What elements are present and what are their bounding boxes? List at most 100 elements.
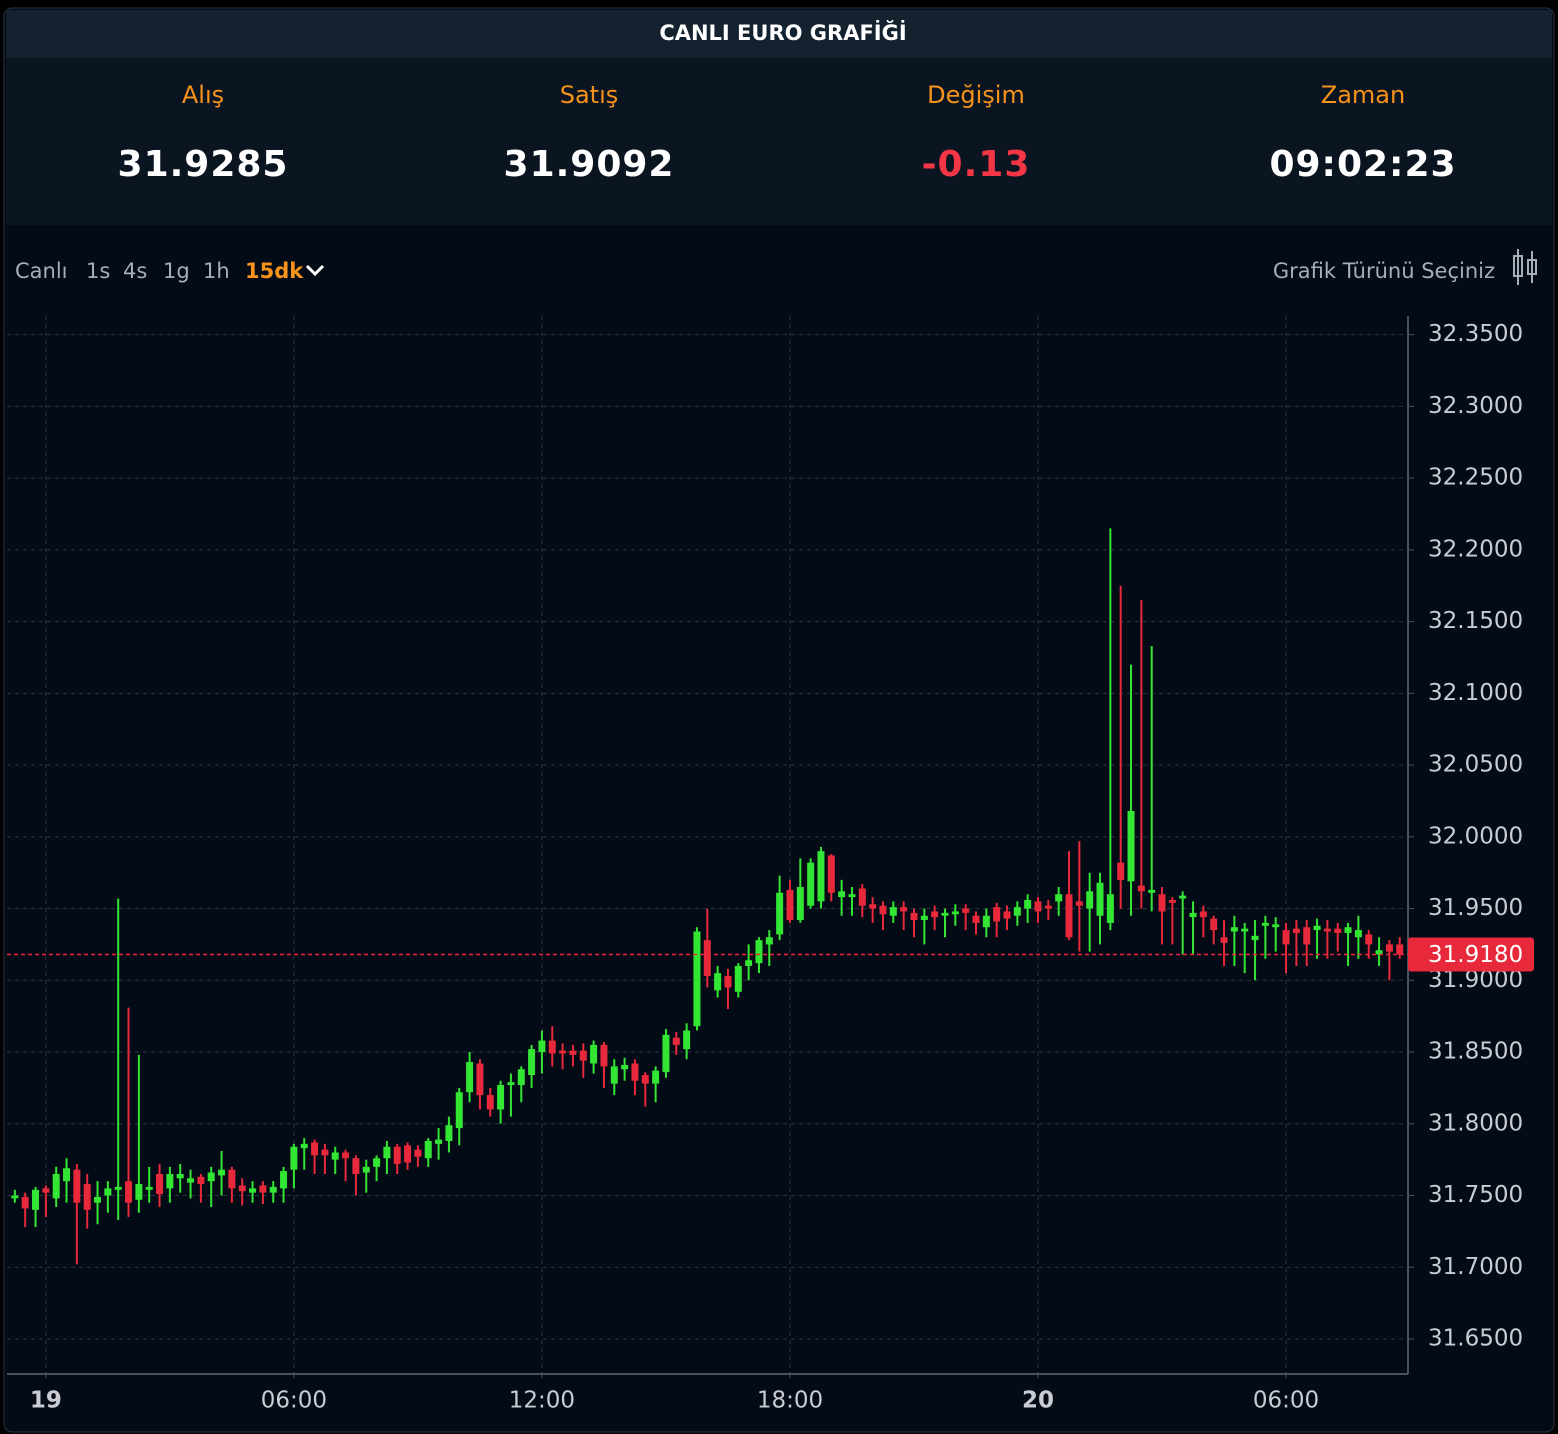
- interval-option[interactable]: 15dk: [245, 259, 304, 283]
- candle-body: [166, 1174, 174, 1189]
- candle-body: [104, 1188, 112, 1196]
- candle-body: [1292, 928, 1300, 933]
- candle-body: [1179, 895, 1187, 899]
- candle-body: [52, 1174, 60, 1199]
- candle-body: [187, 1178, 195, 1183]
- candle-body: [693, 931, 701, 1027]
- candle-body: [383, 1146, 391, 1159]
- candle-body: [1230, 927, 1238, 932]
- candle-body: [176, 1174, 184, 1179]
- x-tick-label: 06:00: [1253, 1388, 1319, 1414]
- candle-body: [962, 908, 970, 913]
- y-tick-label: 32.0000: [1428, 823, 1523, 849]
- candle-body: [1044, 905, 1052, 909]
- candle-body: [466, 1062, 474, 1093]
- candle-body: [662, 1034, 670, 1073]
- candle-body: [1055, 894, 1063, 902]
- candle-body: [796, 887, 804, 921]
- candle-body: [972, 915, 980, 923]
- interval-option[interactable]: 1h: [203, 259, 230, 283]
- candle-body: [1117, 862, 1125, 880]
- candle-body: [1303, 927, 1311, 945]
- quote-label: Zaman: [1321, 81, 1405, 109]
- candle-body: [114, 1186, 122, 1190]
- candle-body: [455, 1092, 463, 1129]
- candle-body: [280, 1171, 288, 1189]
- candle-body: [1344, 927, 1352, 933]
- candle-body: [993, 907, 1001, 922]
- candle-body: [424, 1141, 432, 1159]
- candle-body: [1127, 811, 1135, 882]
- candle-body: [538, 1040, 546, 1053]
- candle-body: [197, 1176, 205, 1185]
- candle-body: [931, 911, 939, 918]
- y-tick-label: 32.3500: [1428, 321, 1523, 347]
- candle-body: [331, 1152, 339, 1160]
- candle-body: [941, 912, 949, 916]
- candle-body: [879, 905, 887, 915]
- candle-body: [1210, 918, 1218, 931]
- interval-option[interactable]: 4s: [123, 259, 147, 283]
- candle-body: [724, 976, 732, 988]
- chart: 31.650031.700031.750031.800031.850031.90…: [7, 316, 1534, 1414]
- candle-body: [1323, 928, 1331, 932]
- candle-body: [703, 940, 711, 976]
- candle-body: [817, 851, 825, 902]
- candle-body: [610, 1066, 618, 1084]
- candle-body: [1075, 901, 1083, 906]
- title-bar: [6, 10, 1552, 58]
- candle-body: [393, 1146, 401, 1164]
- candle-body: [1189, 912, 1197, 918]
- interval-chevron[interactable]: [305, 264, 325, 277]
- y-tick-label: 32.2000: [1428, 536, 1523, 562]
- candle-body: [125, 1181, 133, 1203]
- x-tick-label: 19: [30, 1388, 62, 1414]
- candle-body: [1272, 924, 1280, 928]
- candle-body: [517, 1069, 525, 1086]
- quote-label: Satış: [560, 81, 619, 109]
- candle-body: [32, 1189, 40, 1210]
- candle-body: [342, 1152, 350, 1159]
- candle-body: [1282, 930, 1290, 945]
- candle-body: [683, 1030, 691, 1050]
- candle-body: [910, 912, 918, 921]
- candle-body: [145, 1186, 153, 1190]
- candle-body: [1096, 882, 1104, 916]
- candle-body: [982, 915, 990, 928]
- candle-body: [920, 915, 928, 921]
- candle-body: [951, 911, 959, 915]
- candle-body: [838, 891, 846, 898]
- y-tick-label: 31.9500: [1428, 895, 1523, 921]
- candle-body: [497, 1085, 505, 1110]
- candle-body: [11, 1195, 19, 1199]
- candle-body: [1261, 922, 1269, 926]
- candle-body: [63, 1168, 71, 1182]
- candle-body: [228, 1169, 236, 1189]
- y-tick-label: 31.8500: [1428, 1039, 1523, 1065]
- candle-body: [249, 1188, 257, 1193]
- interval-option[interactable]: 1s: [86, 259, 110, 283]
- candle-body: [1396, 944, 1404, 955]
- chart-type-selector[interactable]: Grafik Türünü Seçiniz: [1273, 259, 1495, 283]
- candle-body: [1220, 937, 1228, 943]
- candle-body: [311, 1142, 319, 1156]
- candle-body: [218, 1169, 226, 1176]
- candle-body: [590, 1044, 598, 1064]
- interval-option[interactable]: Canlı: [15, 259, 68, 283]
- candle-body: [238, 1185, 246, 1192]
- candle-body: [652, 1070, 660, 1084]
- candle-body: [445, 1125, 453, 1141]
- candle-body: [528, 1049, 536, 1075]
- candle-body: [1354, 930, 1362, 938]
- candle-body: [321, 1149, 329, 1156]
- quote-value: -0.13: [922, 144, 1031, 185]
- candle-body: [1034, 901, 1042, 912]
- last-price-box: [1408, 937, 1534, 972]
- candle-body: [207, 1172, 215, 1182]
- interval-option[interactable]: 1g: [163, 259, 190, 283]
- chart-type-icon[interactable]: [1513, 249, 1537, 285]
- candle-body: [42, 1188, 50, 1193]
- candle-body: [507, 1082, 515, 1086]
- candle-body: [435, 1139, 443, 1144]
- candle-body: [641, 1075, 649, 1084]
